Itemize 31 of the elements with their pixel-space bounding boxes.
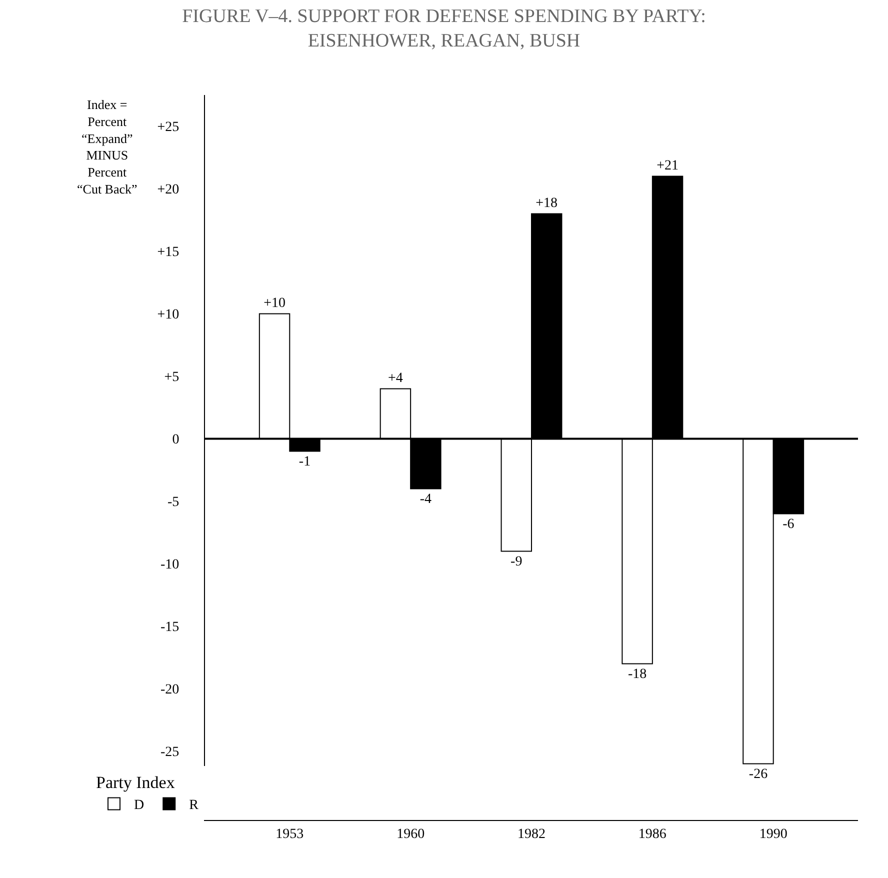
y-tick-label: -10: [160, 558, 180, 573]
legend-title: Party Index: [96, 773, 176, 792]
x-tick-label: 1953: [276, 826, 304, 842]
y-tick-label: -15: [160, 620, 180, 636]
y-tick-label: 0: [172, 432, 180, 448]
data-label: +18: [536, 196, 558, 211]
x-tick-label: 1990: [759, 826, 788, 842]
data-label: +10: [264, 296, 286, 311]
y-tick-label: +25: [157, 120, 180, 136]
y-tick-label: -20: [160, 682, 180, 698]
x-tick-label: 1982: [518, 826, 546, 842]
data-label: -26: [748, 766, 768, 782]
y-tick-label: +20: [157, 182, 180, 198]
data-label: -1: [298, 454, 311, 470]
data-label: -6: [782, 516, 794, 532]
data-label: -4: [420, 492, 432, 507]
x-tick-label: 1960: [396, 826, 425, 842]
y-axis-title: Index = Percent “Expand” MINUS Percent “Cut Back”: [77, 97, 138, 196]
y-tick-label: +5: [164, 370, 180, 386]
x-tick-label: 1986: [638, 826, 666, 842]
data-label: +4: [388, 370, 403, 386]
y-tick-label: +15: [157, 245, 180, 260]
legend-label: D: [134, 798, 144, 814]
data-label: +21: [656, 158, 678, 174]
data-label: -18: [628, 666, 647, 682]
y-tick-label: +10: [157, 308, 180, 323]
y-tick-label: -25: [160, 745, 180, 760]
chart-title: FIGURE V–4. SUPPORT FOR DEFENSE SPENDING BY PARTY: EISENHOWER, REAGAN, BUSH: [182, 6, 706, 52]
legend-label: R: [189, 798, 200, 814]
data-label: -9: [510, 554, 522, 570]
y-tick-label: -5: [168, 495, 180, 510]
